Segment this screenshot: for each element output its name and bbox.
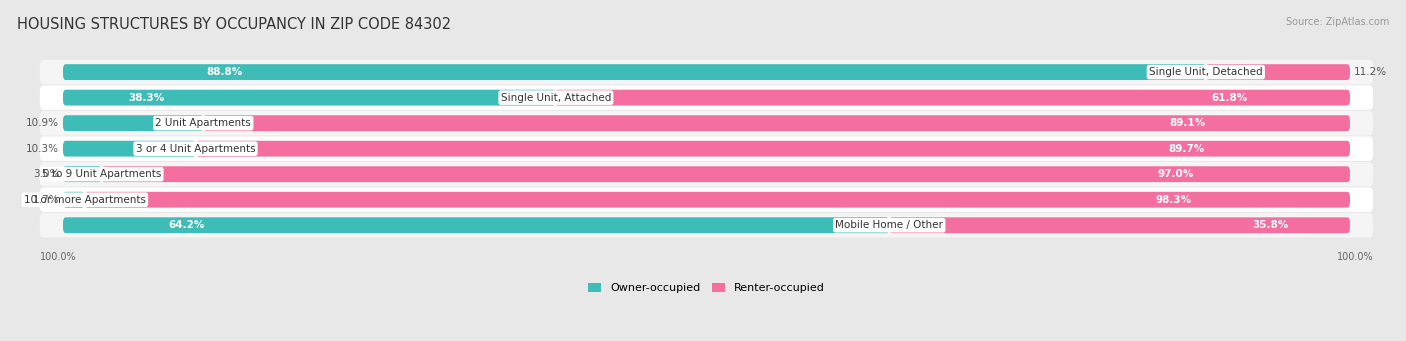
Text: 38.3%: 38.3%	[128, 93, 165, 103]
Text: Single Unit, Detached: Single Unit, Detached	[1149, 67, 1263, 77]
Text: Source: ZipAtlas.com: Source: ZipAtlas.com	[1285, 17, 1389, 27]
Text: 2 Unit Apartments: 2 Unit Apartments	[156, 118, 252, 128]
FancyBboxPatch shape	[39, 136, 1374, 161]
FancyBboxPatch shape	[84, 192, 1350, 208]
FancyBboxPatch shape	[1206, 64, 1350, 80]
Text: 100.0%: 100.0%	[39, 252, 76, 262]
Text: 3.0%: 3.0%	[32, 169, 59, 179]
Text: Single Unit, Attached: Single Unit, Attached	[501, 93, 612, 103]
Text: 35.8%: 35.8%	[1251, 220, 1288, 230]
Legend: Owner-occupied, Renter-occupied: Owner-occupied, Renter-occupied	[583, 278, 830, 298]
Text: 5 to 9 Unit Apartments: 5 to 9 Unit Apartments	[42, 169, 162, 179]
Text: 98.3%: 98.3%	[1156, 195, 1192, 205]
FancyBboxPatch shape	[63, 192, 84, 208]
Text: 3 or 4 Unit Apartments: 3 or 4 Unit Apartments	[136, 144, 256, 154]
FancyBboxPatch shape	[39, 111, 1374, 135]
Text: 89.7%: 89.7%	[1168, 144, 1205, 154]
Text: 100.0%: 100.0%	[1337, 252, 1374, 262]
FancyBboxPatch shape	[63, 64, 1206, 80]
Text: 64.2%: 64.2%	[169, 220, 205, 230]
Text: 97.0%: 97.0%	[1157, 169, 1194, 179]
FancyBboxPatch shape	[39, 188, 1374, 212]
FancyBboxPatch shape	[39, 213, 1374, 237]
Text: 89.1%: 89.1%	[1170, 118, 1206, 128]
FancyBboxPatch shape	[195, 141, 1350, 157]
Text: 10.9%: 10.9%	[27, 118, 59, 128]
Text: 11.2%: 11.2%	[1354, 67, 1386, 77]
Text: 88.8%: 88.8%	[207, 67, 243, 77]
Text: 10 or more Apartments: 10 or more Apartments	[24, 195, 146, 205]
FancyBboxPatch shape	[39, 162, 1374, 187]
FancyBboxPatch shape	[63, 90, 555, 105]
FancyBboxPatch shape	[63, 115, 204, 131]
Text: Mobile Home / Other: Mobile Home / Other	[835, 220, 943, 230]
FancyBboxPatch shape	[39, 60, 1374, 84]
FancyBboxPatch shape	[63, 166, 101, 182]
FancyBboxPatch shape	[63, 141, 195, 157]
Text: 1.7%: 1.7%	[32, 195, 59, 205]
FancyBboxPatch shape	[63, 217, 889, 233]
FancyBboxPatch shape	[39, 85, 1374, 110]
FancyBboxPatch shape	[204, 115, 1350, 131]
FancyBboxPatch shape	[889, 217, 1350, 233]
Text: 10.3%: 10.3%	[27, 144, 59, 154]
FancyBboxPatch shape	[554, 90, 1350, 105]
FancyBboxPatch shape	[101, 166, 1350, 182]
Text: HOUSING STRUCTURES BY OCCUPANCY IN ZIP CODE 84302: HOUSING STRUCTURES BY OCCUPANCY IN ZIP C…	[17, 17, 451, 32]
Text: 61.8%: 61.8%	[1212, 93, 1249, 103]
